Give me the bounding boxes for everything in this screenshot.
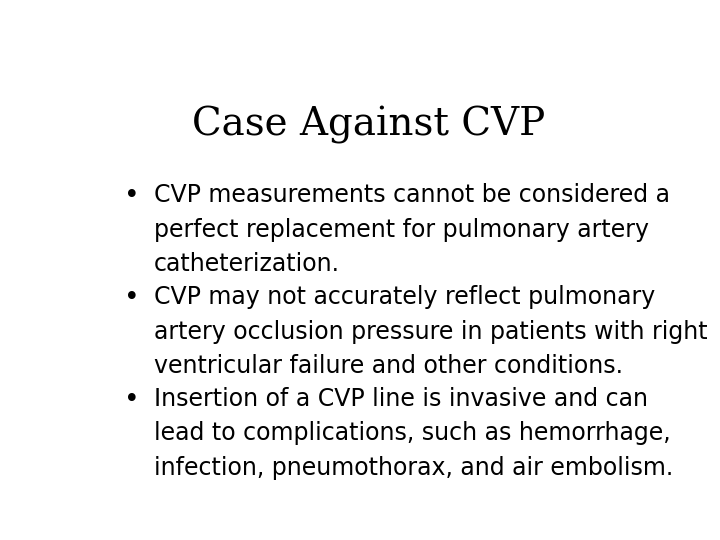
Text: •: •: [124, 183, 140, 210]
Text: •: •: [124, 387, 140, 413]
Text: Insertion of a CVP line is invasive and can
lead to complications, such as hemor: Insertion of a CVP line is invasive and …: [154, 387, 673, 480]
Text: Case Against CVP: Case Against CVP: [192, 106, 546, 144]
Text: •: •: [124, 285, 140, 311]
Text: CVP may not accurately reflect pulmonary
artery occlusion pressure in patients w: CVP may not accurately reflect pulmonary…: [154, 285, 708, 378]
Text: CVP measurements cannot be considered a
perfect replacement for pulmonary artery: CVP measurements cannot be considered a …: [154, 183, 670, 276]
